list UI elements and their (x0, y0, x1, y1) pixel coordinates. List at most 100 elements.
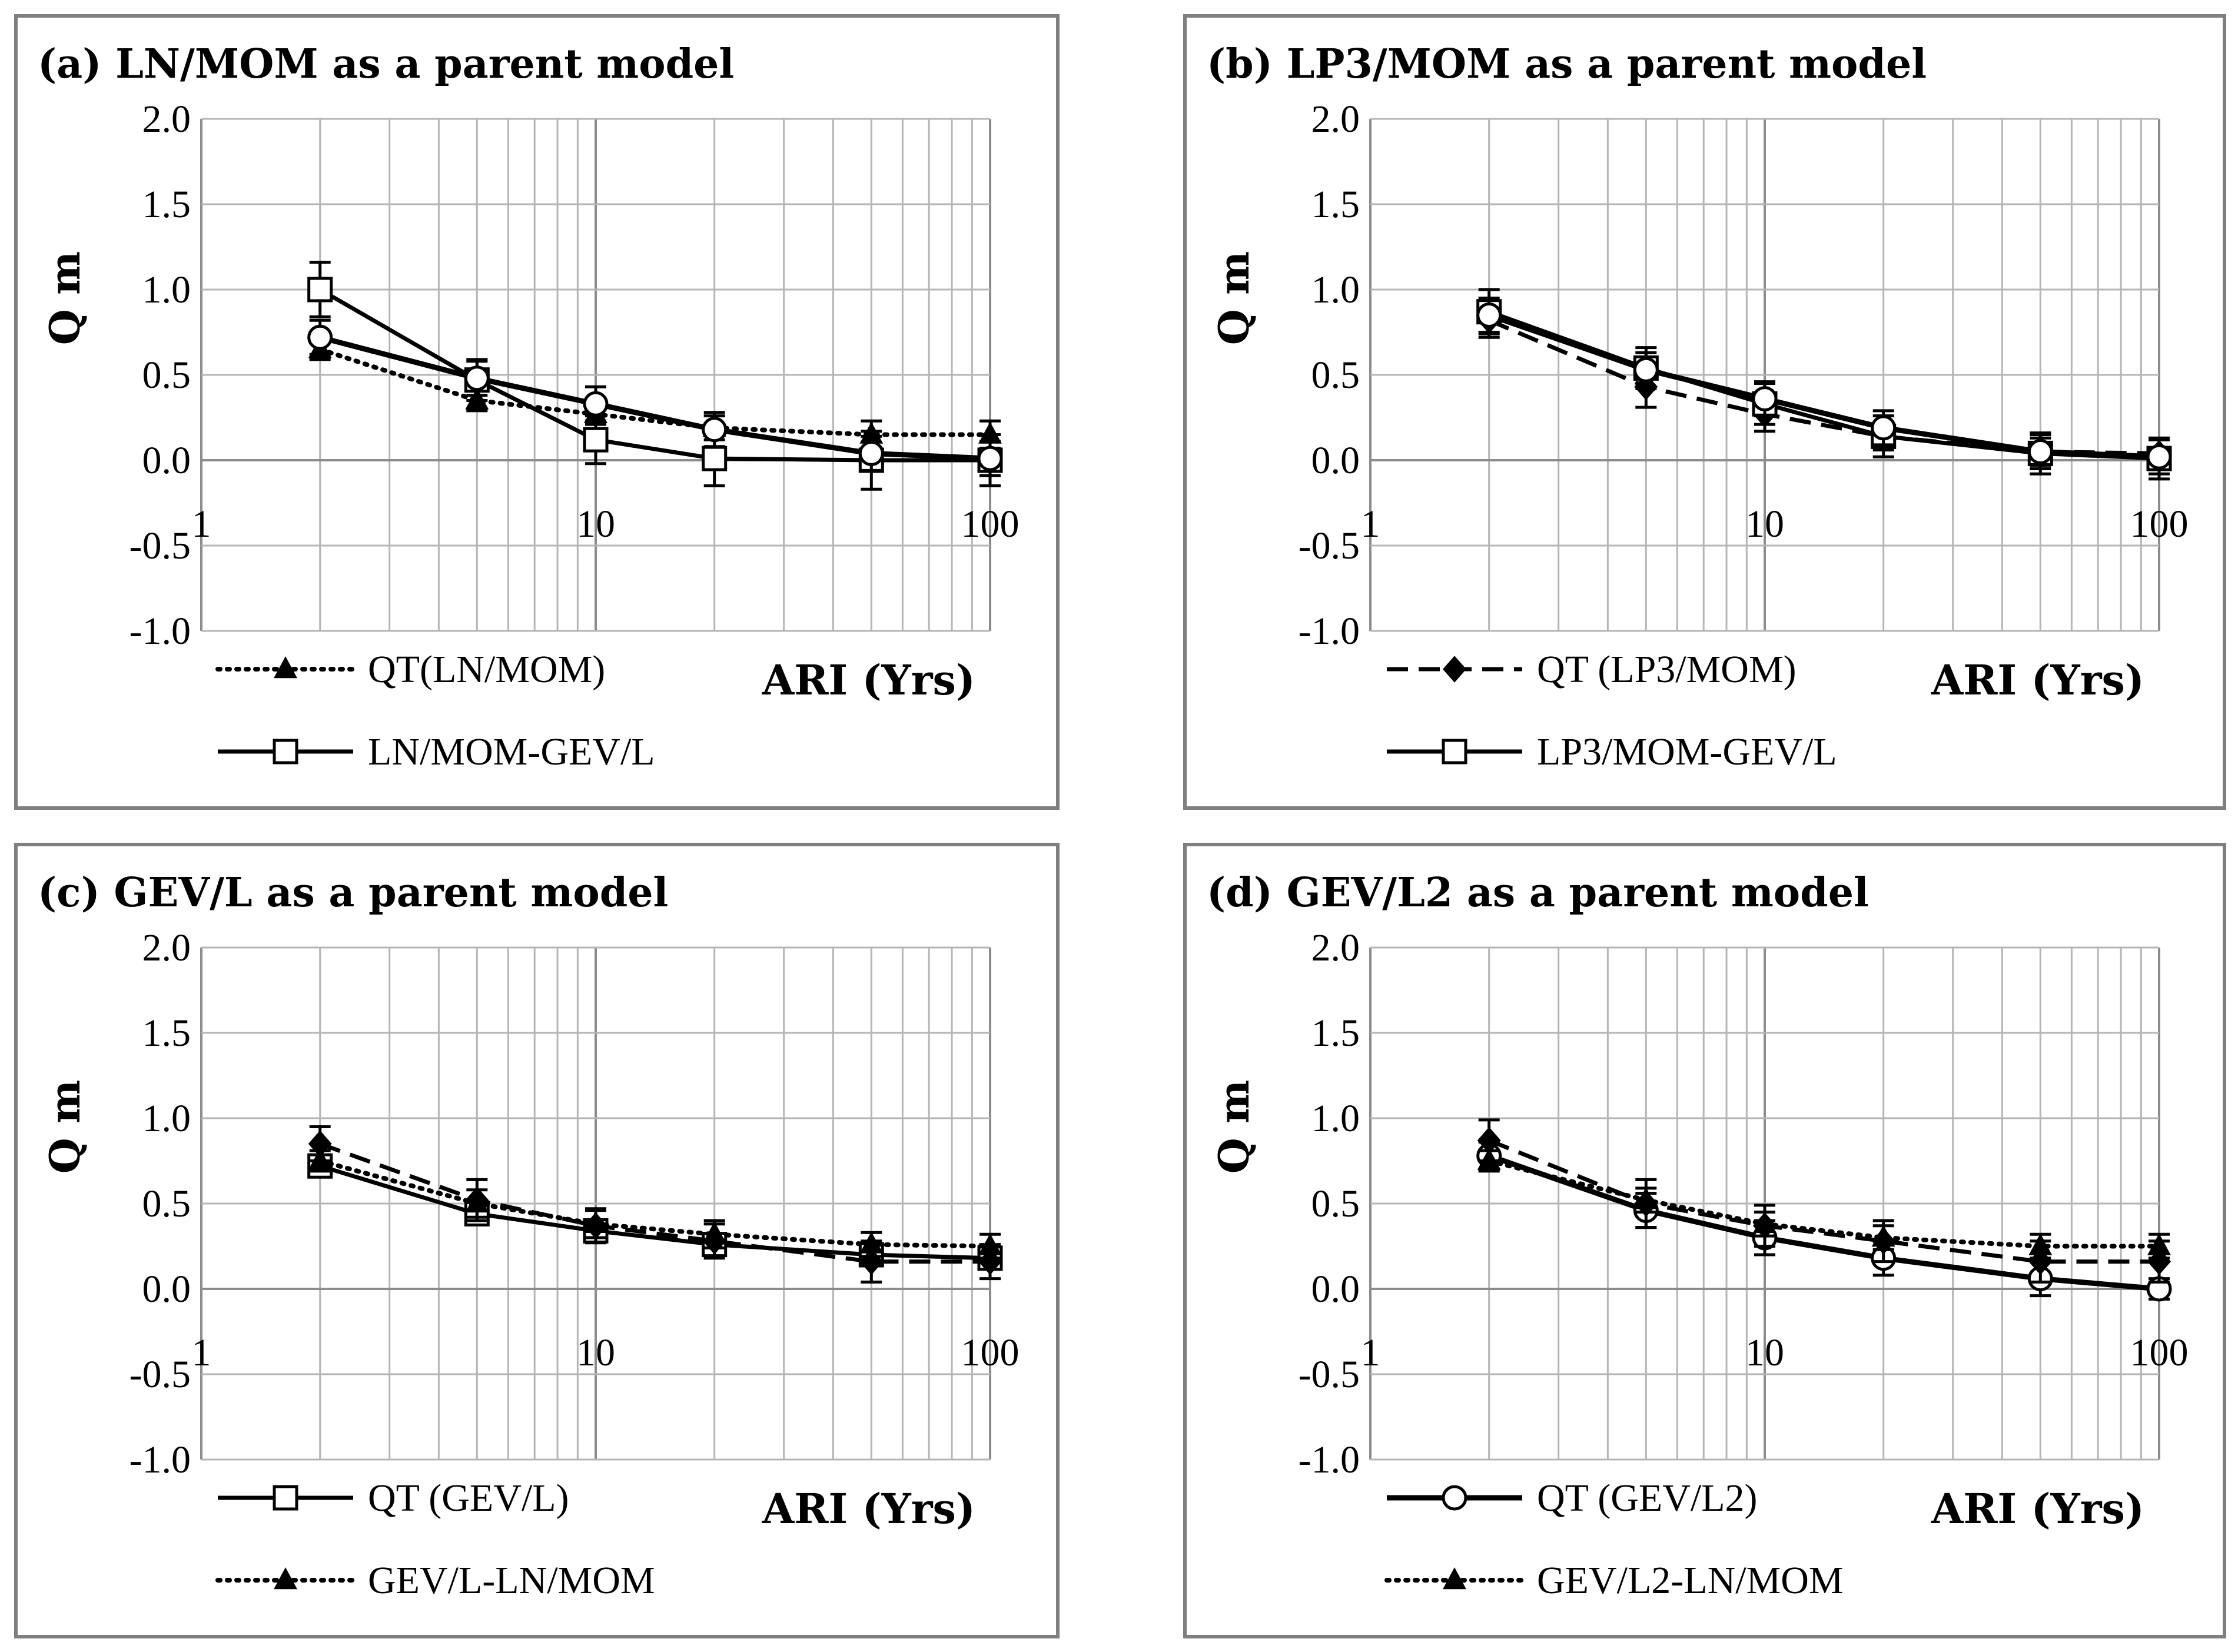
x-tick-label: 1 (1361, 503, 1380, 546)
series-line (318, 287, 990, 463)
y-tick-label: 1.0 (142, 1097, 191, 1140)
x-tick-label: 1 (192, 1331, 211, 1374)
data-point (308, 1130, 332, 1158)
x-tick-label: 10 (1745, 1331, 1784, 1374)
legend: QT (GEV/L)GEV/L-LN/MOMGEV/L-LP3/MOM (215, 1477, 655, 1602)
data-point (1752, 386, 1778, 412)
series-1 (308, 336, 1002, 450)
y-tick-label: 1.5 (142, 183, 191, 226)
legend-label: GEV/L-LN/MOM (368, 1559, 655, 1602)
series-line (1488, 1153, 2160, 1292)
legend-item: QT(LN/MOM) (215, 648, 605, 691)
grid (1369, 946, 2160, 1461)
x-tick-label: 100 (2130, 1331, 2189, 1374)
legend-item: GEV/L2-LN/MOM (1384, 1559, 1844, 1602)
y-tick-label: 0.5 (142, 354, 191, 397)
legend-marker (274, 656, 297, 679)
legend-marker (1443, 656, 1466, 683)
data-point (2028, 1248, 2053, 1275)
y-tick-label: -0.5 (130, 524, 191, 567)
data-point (2027, 439, 2053, 464)
chart-title: (c) GEV/L as a parent model (38, 869, 668, 916)
data-point (702, 417, 728, 443)
x-tick-label: 100 (961, 1331, 1020, 1374)
data-point (307, 277, 333, 303)
data-point (1477, 1126, 1501, 1154)
y-tick-label: 1.5 (142, 1012, 191, 1055)
series-line (319, 1142, 990, 1264)
y-tick-labels: 2.0 1.5 1.0 0.5 0.0 -0.5 -1.0 (130, 98, 191, 653)
chart-panel-d: (d) GEV/L2 as a parent model 2.0 1.5 1.0 0.5… (1183, 843, 2226, 1638)
y-tick-labels: 2.0 1.5 1.0 0.5 0.0 -0.5 -1.0 (1299, 98, 1360, 653)
y-tick-label: -1.0 (1299, 610, 1360, 653)
chart-svg: (d) GEV/L2 as a parent model 2.0 1.5 1.0 0.5… (1207, 869, 2189, 1602)
data-point (2146, 444, 2172, 470)
legend-marker (1442, 1485, 1467, 1511)
x-axis-label: ARI (Yrs) (1931, 1484, 2144, 1533)
x-tick-label: 10 (576, 503, 615, 546)
chart-svg: (b) LP3/MOM as a parent model 2.0 1.5 1.0 0.… (1207, 41, 2189, 773)
y-tick-label: 0.5 (142, 1182, 191, 1225)
legend-marker (273, 1485, 298, 1511)
data-point (858, 440, 884, 466)
data-point (1633, 357, 1659, 383)
x-axis-label: ARI (Yrs) (1931, 656, 2144, 704)
x-axis-label: ARI (Yrs) (762, 1484, 975, 1533)
legend-item: LN/MOM-GEV/L (218, 730, 655, 773)
chart-panel-b: (b) LP3/MOM as a parent model 2.0 1.5 1.0 0.… (1183, 14, 2226, 810)
series-3 (307, 318, 1003, 477)
series-line (1488, 318, 2160, 456)
chart-svg: (a) LN/MOM as a parent model 2.0 1.5 1.0 0.5… (38, 41, 1020, 773)
series-line (1488, 313, 2160, 460)
chart-title: (a) LN/MOM as a parent model (38, 41, 734, 88)
data-point (464, 365, 490, 391)
y-axis-label: Q m (41, 251, 89, 345)
legend-marker (1442, 739, 1467, 764)
x-tick-label: 100 (2130, 503, 2189, 546)
x-axis-label: ARI (Yrs) (762, 656, 975, 704)
y-tick-label: 1.0 (1311, 1097, 1360, 1140)
legend: QT (LP3/MOM)LP3/MOM-GEV/LLP3/MOM-GEV/L2 (1387, 648, 1837, 773)
chart-panel-a: (a) LN/MOM as a parent model 2.0 1.5 1.0 0.5… (14, 14, 1060, 810)
data-point (702, 446, 728, 471)
series-line (319, 334, 991, 461)
legend-label: GEV/L2-LN/MOM (1537, 1559, 1844, 1602)
x-tick-label: 10 (576, 1331, 615, 1374)
y-tick-label: 1.5 (1311, 1012, 1360, 1055)
data-point (583, 427, 609, 453)
data-point (1634, 1190, 1658, 1217)
y-tick-label: 0.0 (142, 1268, 191, 1311)
x-tick-labels: 1 10 100 (1361, 1331, 2189, 1374)
y-axis-label: Q m (41, 1080, 89, 1174)
legend-label: LP3/MOM-GEV/L (1537, 730, 1837, 773)
y-tick-label: 0.0 (1311, 439, 1360, 482)
y-axis-label: Q m (1210, 1080, 1259, 1174)
data-point (1476, 303, 1502, 328)
data-point (978, 421, 1002, 444)
series-line (1488, 310, 2160, 461)
series-line (1488, 1138, 2159, 1264)
y-tick-label: 1.0 (142, 268, 191, 311)
legend-item: QT (GEV/L2) (1387, 1477, 1758, 1520)
grid (1369, 118, 2160, 632)
chart-title: (d) GEV/L2 as a parent model (1207, 869, 1869, 916)
data-point (977, 446, 1003, 471)
data-point (1871, 415, 1897, 441)
legend-marker (1443, 1567, 1466, 1590)
y-tick-label: 1.0 (1311, 268, 1360, 311)
legend-item: QT (LP3/MOM) (1387, 648, 1797, 691)
legend-marker (273, 739, 298, 764)
legend-label: LN/MOM-GEV/L (368, 730, 655, 773)
legend: QT (GEV/L2)GEV/L2-LN/MOMGEV/L2-LP3/MOM (1384, 1477, 1844, 1602)
x-tick-label: 1 (1361, 1331, 1380, 1374)
legend: QT(LN/MOM)LN/MOM-GEV/LLN/MOM-GEV/L2 (215, 648, 655, 773)
y-tick-label: -1.0 (130, 610, 191, 653)
data-point (1871, 1228, 1895, 1255)
y-tick-label: -1.0 (1299, 1438, 1360, 1481)
series-line (317, 1158, 992, 1249)
chart-panel-c: (c) GEV/L as a parent model 2.0 1.5 1.0 0.5 0… (14, 843, 1060, 1638)
x-tick-labels: 1 10 100 (1361, 503, 2189, 546)
series-1 (307, 1153, 1003, 1271)
series-3 (1476, 297, 2172, 476)
y-tick-label: 2.0 (1311, 926, 1360, 969)
